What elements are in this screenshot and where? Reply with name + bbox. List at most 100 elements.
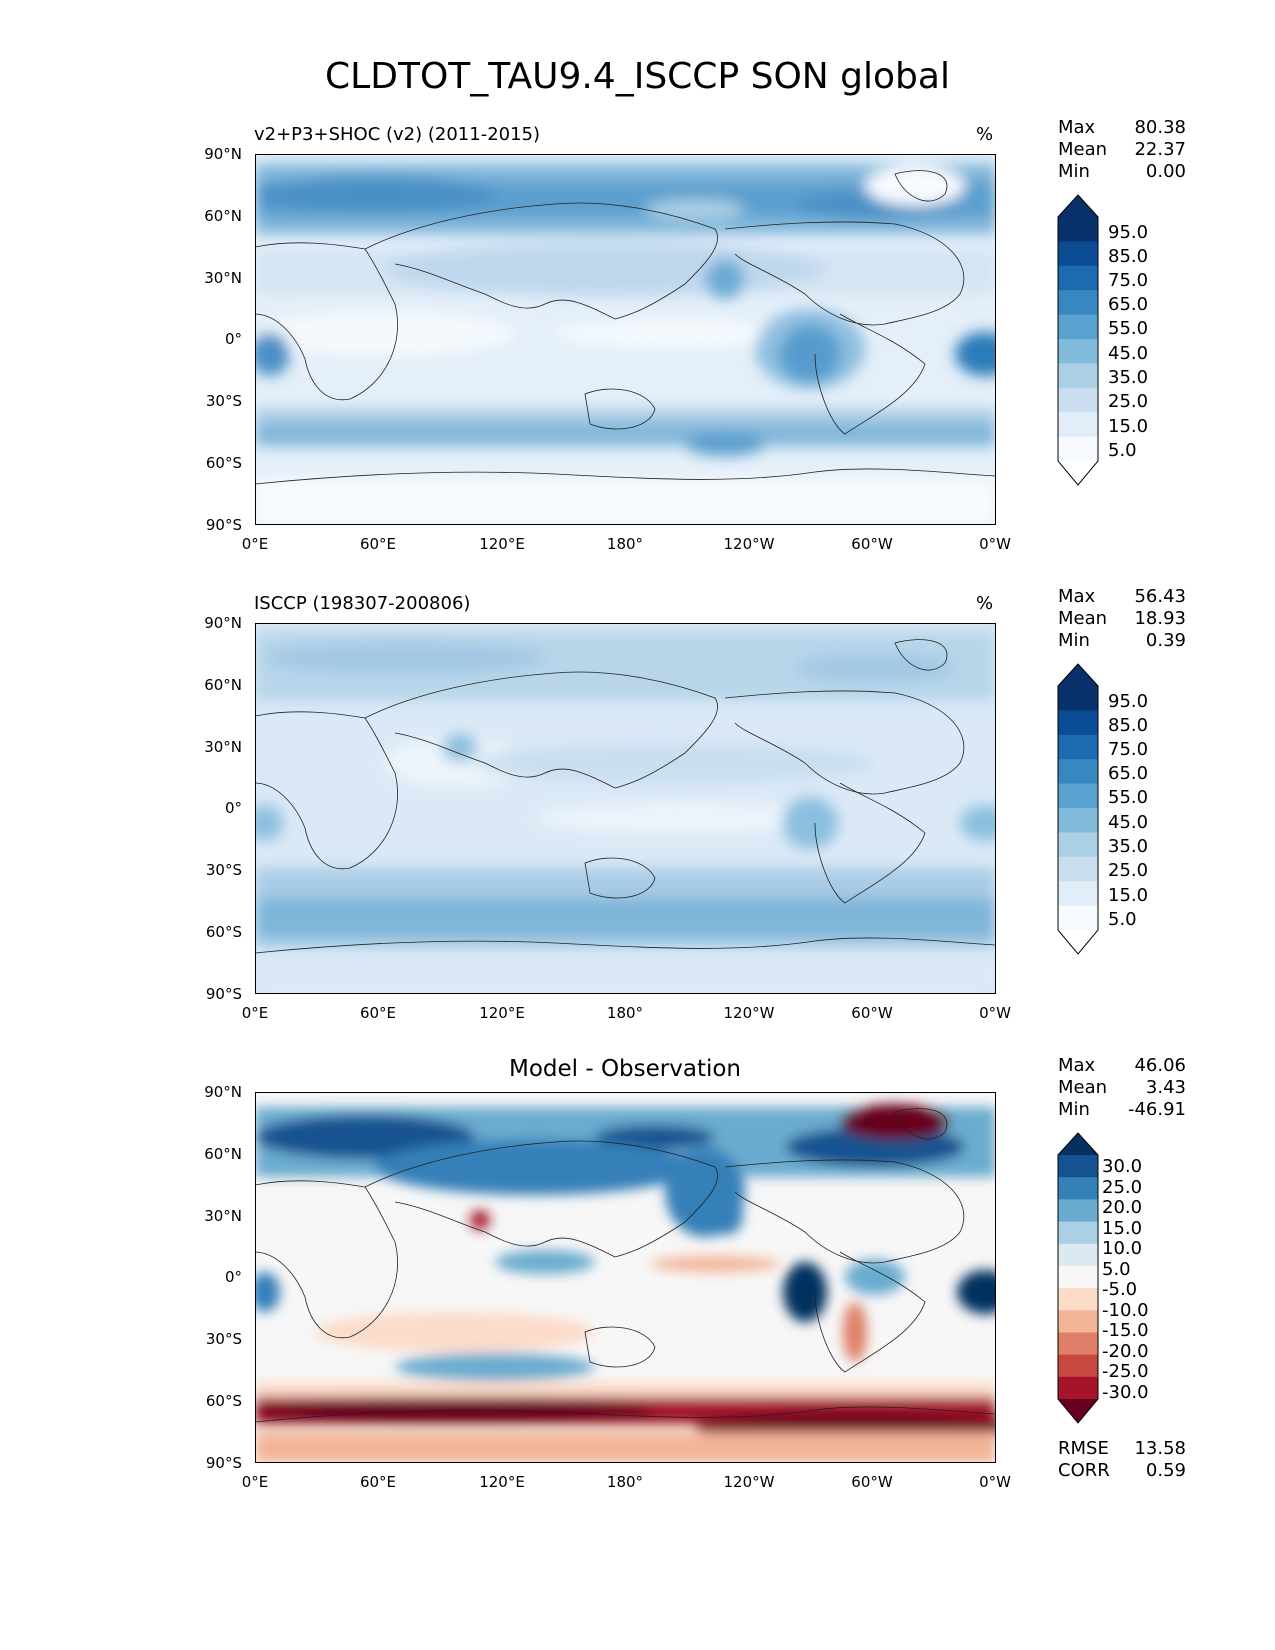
p2-ytick: 0°	[224, 799, 242, 817]
cb2-label: 25.0	[1108, 860, 1149, 881]
panel3-colorbar	[1056, 1131, 1100, 1431]
colorbar-extend-top	[1058, 1133, 1098, 1155]
p2-xtick: 120°W	[723, 1004, 775, 1022]
colorbar-extend-bottom	[1058, 461, 1098, 485]
stat-mean-label: Mean	[1058, 608, 1108, 629]
colorbar-segment	[1058, 265, 1098, 291]
cb3-label: -15.0	[1102, 1320, 1149, 1341]
p2-xtick: 60°W	[851, 1004, 893, 1022]
p2-xtick: 0°W	[979, 1004, 1011, 1022]
cb1-label: 95.0	[1108, 222, 1149, 243]
colorbar-extend-top	[1058, 664, 1098, 686]
cb2-label: 5.0	[1108, 909, 1137, 930]
cb3-label: 5.0	[1102, 1259, 1131, 1280]
panel1-title: v2+P3+SHOC (v2) (2011-2015)	[254, 124, 541, 145]
stat-mean-label: Mean	[1058, 139, 1108, 160]
p3-xtick: 60°E	[359, 1473, 397, 1491]
cb1-label: 75.0	[1108, 270, 1149, 291]
cb3-label: -5.0	[1102, 1279, 1138, 1300]
cb3-label: 10.0	[1102, 1238, 1143, 1259]
colorbar-segment	[1058, 832, 1098, 858]
p2-ytick: 30°S	[205, 861, 242, 879]
colorbar-segment	[1058, 217, 1098, 242]
p2-xtick: 60°E	[359, 1004, 397, 1022]
colorbar-extend-bottom	[1058, 930, 1098, 954]
stat-min: 0.39	[1145, 630, 1186, 651]
rmse-value: 13.58	[1134, 1438, 1186, 1459]
p2-ytick: 60°S	[205, 923, 242, 941]
cb3-label: -25.0	[1102, 1361, 1149, 1382]
stat-min-label: Min	[1058, 1099, 1090, 1120]
panel1-map	[255, 154, 996, 525]
p1-ytick: 90°S	[205, 516, 242, 534]
p2-coastlines	[255, 639, 996, 954]
p1-xtick: 60°E	[359, 535, 397, 553]
stat-max-label: Max	[1058, 1055, 1096, 1076]
colorbar-segment	[1058, 881, 1098, 907]
stat-mean: 22.37	[1134, 139, 1186, 160]
colorbar-segment	[1058, 856, 1098, 882]
stat-max-label: Max	[1058, 117, 1096, 138]
colorbar-segment	[1058, 314, 1098, 340]
p1-xtick: 120°W	[723, 535, 775, 553]
stat-min: -46.91	[1127, 1099, 1186, 1120]
p1-xtick: 180°	[606, 535, 644, 553]
stat-max: 80.38	[1134, 117, 1186, 138]
cb3-label: -10.0	[1102, 1300, 1149, 1321]
p1-coastlines	[255, 170, 996, 485]
cb2-label: 95.0	[1108, 691, 1149, 712]
cb2-label: 65.0	[1108, 763, 1149, 784]
colorbar-segment	[1058, 905, 1098, 931]
p3-ytick: 90°S	[205, 1454, 242, 1472]
p3-ytick: 60°N	[204, 1145, 242, 1163]
p3-xtick: 180°	[606, 1473, 644, 1491]
stat-min-label: Min	[1058, 161, 1090, 182]
p2-ytick: 60°N	[204, 676, 242, 694]
stat-mean: 18.93	[1134, 608, 1186, 629]
colorbar-segment	[1058, 1265, 1098, 1289]
p3-xtick: 120°W	[723, 1473, 775, 1491]
colorbar-segment	[1058, 1243, 1098, 1267]
p1-xtick: 120°E	[479, 535, 525, 553]
rmse-label: RMSE	[1058, 1438, 1109, 1459]
cb3-label: -30.0	[1102, 1382, 1149, 1403]
p3-ytick: 0°	[224, 1268, 242, 1286]
colorbar-segment	[1058, 759, 1098, 785]
cb1-label: 45.0	[1108, 343, 1149, 364]
p2-xtick: 0°E	[241, 1004, 269, 1022]
p1-ytick: 30°S	[205, 392, 242, 410]
cb3-label: 20.0	[1102, 1197, 1143, 1218]
stat-mean: 3.43	[1145, 1077, 1186, 1098]
p1-ytick: 0°	[224, 330, 242, 348]
panel1-unit: %	[976, 124, 994, 145]
colorbar-segment	[1058, 1221, 1098, 1245]
panel2-title: ISCCP (198307-200806)	[254, 593, 471, 614]
panel3-map	[255, 1092, 996, 1463]
colorbar-outline	[1057, 663, 1099, 955]
cb1-label: 15.0	[1108, 416, 1149, 437]
figure-title: CLDTOT_TAU9.4_ISCCP SON global	[325, 56, 950, 97]
panel1-colorbar	[1056, 193, 1100, 493]
p3-ytick: 90°N	[204, 1083, 242, 1101]
colorbar-segment	[1058, 1177, 1098, 1200]
p2-ytick: 90°N	[204, 614, 242, 632]
cb1-label: 55.0	[1108, 318, 1149, 339]
colorbar-segment	[1058, 339, 1098, 364]
p1-ytick: 60°N	[204, 207, 242, 225]
cb3-label: 25.0	[1102, 1177, 1143, 1198]
colorbar-segment	[1058, 412, 1098, 438]
p2-xtick: 120°E	[479, 1004, 525, 1022]
stat-mean-label: Mean	[1058, 1077, 1108, 1098]
colorbar-outline	[1057, 194, 1099, 486]
colorbar-segment	[1058, 1376, 1098, 1400]
colorbar-extend-bottom	[1058, 1399, 1098, 1423]
p3-coastlines	[255, 1108, 996, 1423]
p2-ytick: 90°S	[205, 985, 242, 1003]
cb2-label: 75.0	[1108, 739, 1149, 760]
corr-value: 0.59	[1145, 1460, 1186, 1481]
cb3-label: 30.0	[1102, 1156, 1143, 1177]
colorbar-segment	[1058, 387, 1098, 413]
cb2-label: 85.0	[1108, 715, 1149, 736]
cb1-label: 85.0	[1108, 246, 1149, 267]
panel2-colorbar	[1056, 662, 1100, 962]
